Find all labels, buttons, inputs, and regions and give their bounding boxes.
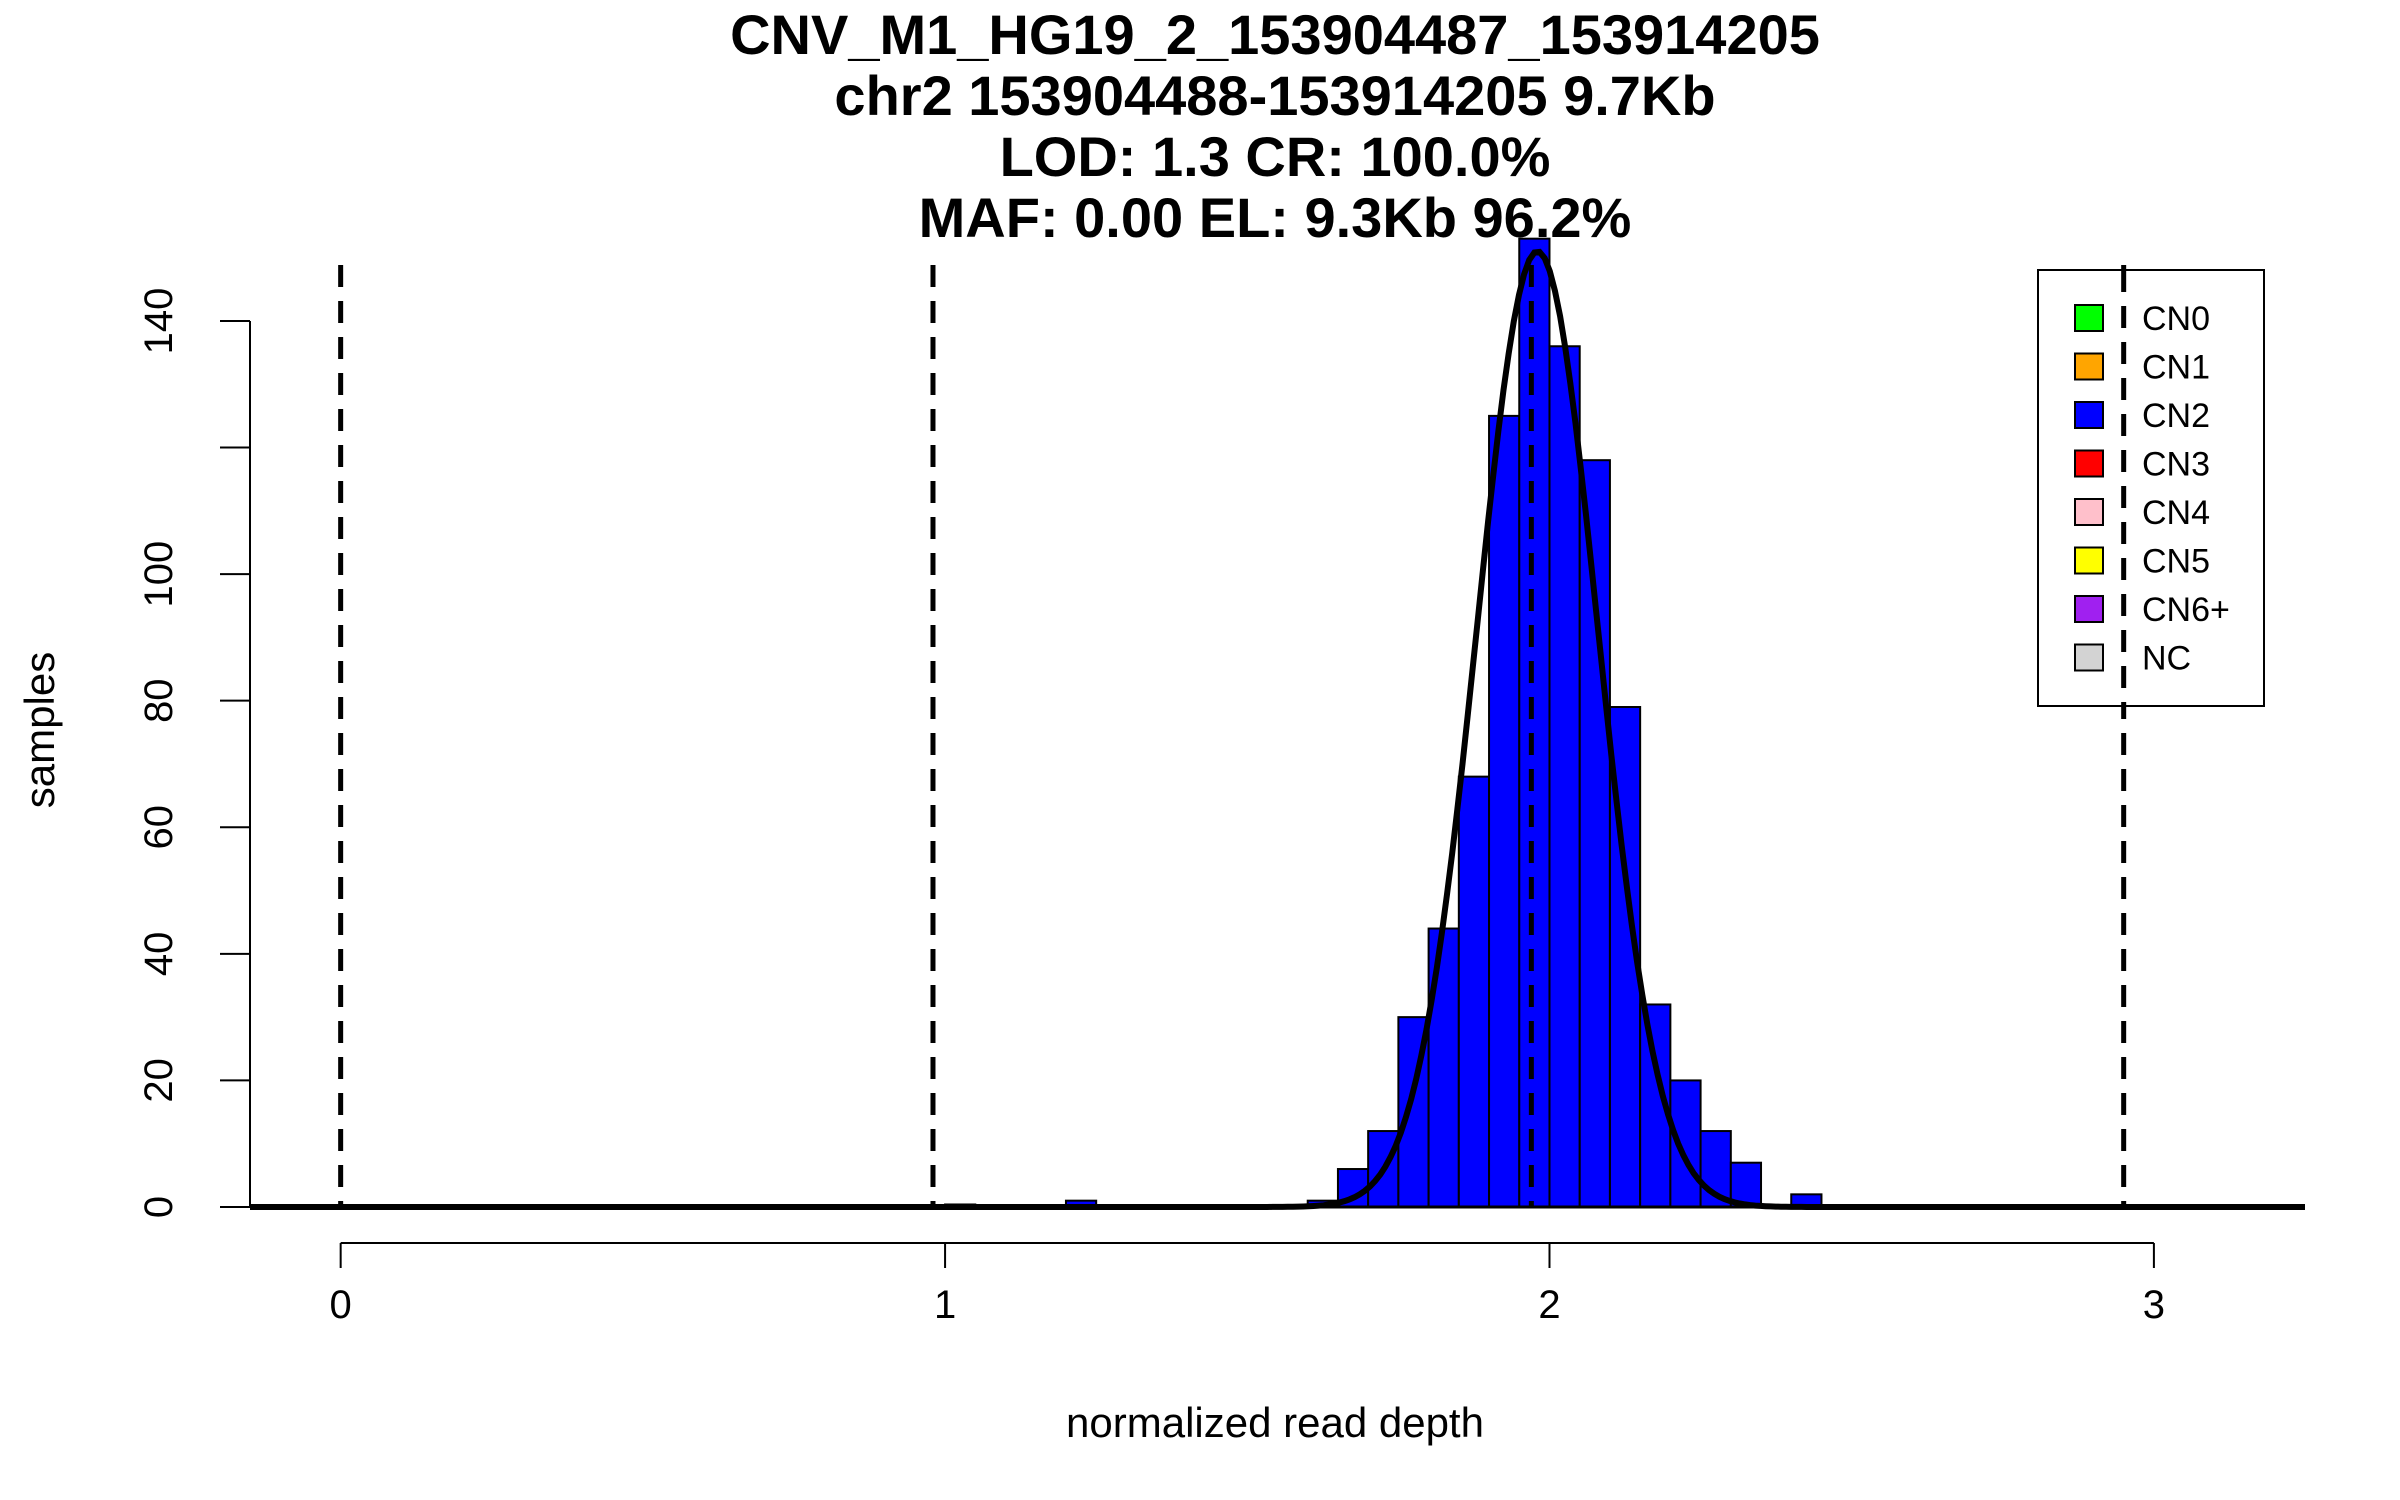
- y-tick-label: 0: [137, 1196, 181, 1218]
- histogram-bar: [1518, 237, 1551, 1208]
- legend-label: NC: [2142, 640, 2191, 678]
- histogram-bar: [1427, 927, 1460, 1208]
- y-tick-label: 100: [137, 541, 181, 608]
- title-line-4: MAF: 0.00 EL: 9.3Kb 96.2%: [919, 186, 1632, 249]
- x-axis-title: normalized read depth: [1066, 1399, 1484, 1446]
- legend-swatch: [2074, 352, 2104, 381]
- legend: CN0 CN1 CN2 CN3 CN4 CN5 CN6+ NC: [2037, 269, 2265, 707]
- density-curve-layer: [250, 248, 2305, 1210]
- legend-swatch: [2074, 304, 2104, 332]
- title-line-2: chr2 153904488-153914205 9.7Kb: [834, 64, 1715, 127]
- legend-swatch: [2074, 643, 2104, 672]
- legend-swatch: [2074, 595, 2104, 623]
- legend-box: [2037, 269, 2265, 707]
- histogram-bar: [1488, 414, 1521, 1208]
- legend-swatch: [2074, 449, 2104, 478]
- legend-label: CN5: [2142, 543, 2210, 581]
- x-tick-label: 2: [1538, 1283, 1560, 1327]
- legend-label: CN4: [2142, 494, 2210, 532]
- copy-number-reference-lines: [338, 265, 2127, 1207]
- y-axis: 0 20 40 60 80 100 140: [137, 288, 251, 1218]
- chart-title: CNV_M1_HG19_2_153904487_153914205 chr2 1…: [730, 3, 1820, 249]
- legend-label: CN1: [2142, 349, 2210, 387]
- y-tick-label: 20: [137, 1058, 181, 1103]
- histogram-bars: [944, 237, 1823, 1209]
- legend-swatch: [2074, 401, 2104, 429]
- histogram-bar: [1457, 775, 1491, 1208]
- legend-label: CN0: [2142, 300, 2210, 338]
- y-tick-label: 60: [137, 805, 181, 850]
- title-line-1: CNV_M1_HG19_2_153904487_153914205: [730, 3, 1820, 66]
- x-tick-label: 0: [330, 1283, 352, 1327]
- y-tick-label: 140: [137, 288, 181, 355]
- legend-label: CN6+: [2142, 591, 2230, 629]
- y-tick-label: 80: [137, 678, 181, 723]
- legend-label: CN2: [2142, 397, 2210, 435]
- y-tick-label: 40: [137, 932, 181, 977]
- density-curve: [250, 248, 2305, 1210]
- y-axis-title: samples: [16, 652, 63, 808]
- title-line-3: LOD: 1.3 CR: 100.0%: [1000, 125, 1551, 188]
- x-tick-label: 3: [2143, 1283, 2165, 1327]
- x-tick-label: 1: [934, 1283, 956, 1327]
- legend-swatch: [2074, 498, 2104, 526]
- histogram-bar: [1669, 1079, 1702, 1208]
- legend-label: CN3: [2142, 446, 2210, 484]
- x-axis: 0 1 2 3: [330, 1242, 2165, 1327]
- histogram-bar: [1548, 345, 1581, 1208]
- legend-swatch: [2074, 546, 2104, 575]
